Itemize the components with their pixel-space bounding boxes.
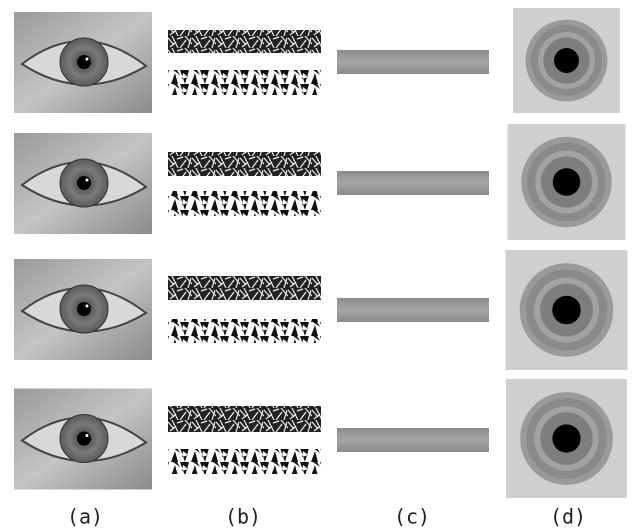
- figure: (a) (b) (c) (d): [0, 0, 638, 532]
- normalized-strip: [337, 50, 489, 74]
- normalized-strip: [337, 298, 489, 322]
- column-label: (b): [225, 505, 261, 529]
- texture-strip: [168, 30, 321, 53]
- normalized-strip: [337, 171, 489, 195]
- column-label: (a): [67, 505, 103, 529]
- row-1: [14, 8, 620, 113]
- texture-strip: [168, 319, 321, 343]
- column-label: (d): [550, 505, 586, 529]
- normalized-iris: [505, 250, 627, 370]
- normalized-strip: [337, 428, 489, 452]
- eye-image: [14, 133, 152, 234]
- normalized-iris: [508, 124, 626, 240]
- texture-strip: [168, 152, 321, 176]
- normalized-iris: [506, 379, 627, 498]
- eye-image: [14, 259, 152, 360]
- page: (a) (b) (c) (d) (() => { const data = JS…: [0, 0, 638, 532]
- texture-strip: [168, 70, 321, 95]
- texture-strip: [168, 191, 321, 216]
- eye-image: [14, 389, 152, 490]
- row-2: [14, 124, 625, 240]
- texture-strip: [168, 276, 321, 300]
- row-4: [14, 379, 627, 498]
- texture-strip: [168, 449, 321, 474]
- eye-image: [14, 12, 152, 113]
- normalized-iris: [513, 8, 620, 113]
- texture-strip: [168, 406, 321, 432]
- row-3: [14, 250, 628, 370]
- column-label: (c): [394, 505, 430, 529]
